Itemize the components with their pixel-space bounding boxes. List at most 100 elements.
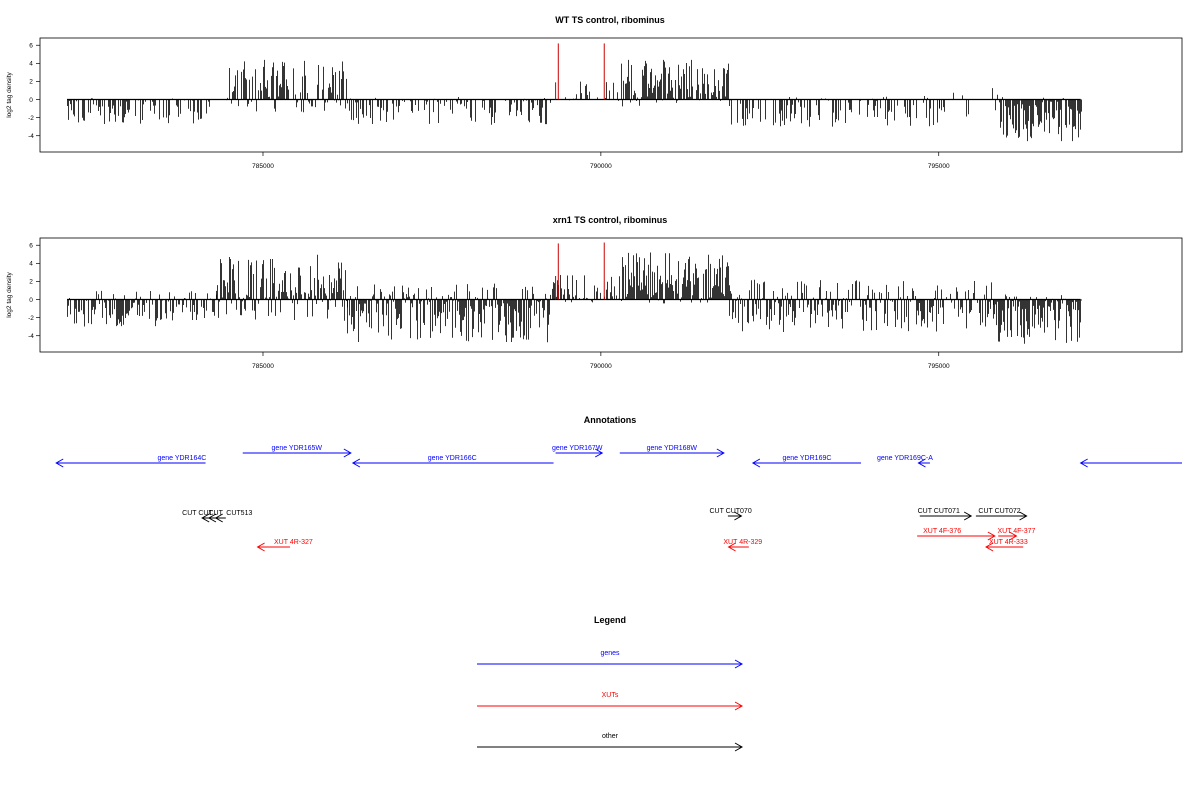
annotation-arrowhead xyxy=(55,458,64,468)
annotation-arrowhead xyxy=(917,458,926,468)
y-tick-label: 2 xyxy=(29,279,33,286)
annotation-xut: XUT 4R-327 xyxy=(256,539,313,552)
xrn1-plot-frame xyxy=(39,237,1183,353)
annotation-label: gene YDR166C xyxy=(428,455,477,462)
y-tick-label: 0 xyxy=(29,297,33,304)
xrn1-chart-title: xrn1 TS control, ribominus xyxy=(553,215,668,225)
annotation-arrowhead xyxy=(987,531,996,541)
annotation-other: CUT CUT070 xyxy=(709,508,752,521)
wt-chart-title: WT TS control, ribominus xyxy=(555,15,665,25)
legend-label: XUTs xyxy=(602,692,619,699)
annotation-gene: gene YDR166C xyxy=(351,455,554,468)
annotation-arrowhead xyxy=(985,542,994,552)
y-tick-label: -2 xyxy=(28,315,34,322)
y-tick-label: 4 xyxy=(29,261,33,268)
annotation-arrowhead xyxy=(201,513,210,523)
annotation-arrowhead xyxy=(963,511,973,521)
annotation-xut: XUT 4F-377 xyxy=(997,528,1036,541)
annotation-label: CUT CUT xyxy=(182,510,213,517)
annotation-arrowhead xyxy=(1009,531,1018,541)
annotation-arrowhead xyxy=(256,542,265,552)
xrn1-y-axis: -4 -2 0 2 4 6 xyxy=(28,243,40,340)
wt-panel: WT TS control, ribominus log2 tag densit… xyxy=(6,15,1183,170)
annotation-label: CUT CUT071 xyxy=(918,508,960,515)
y-tick-label: 6 xyxy=(29,243,33,250)
xrn1-coverage-bars xyxy=(67,242,1082,344)
legend-label: genes xyxy=(600,650,620,657)
annotation-label: XUT 4R-327 xyxy=(274,539,313,546)
annotation-label: CUT CUT070 xyxy=(709,508,751,515)
annotation-other: CUT CUT072 xyxy=(975,508,1028,521)
legend-arrowhead xyxy=(734,701,744,711)
annotation-label: CUT xyxy=(208,510,223,517)
x-tick-label: 795000 xyxy=(928,163,950,170)
y-tick-label: 6 xyxy=(29,43,33,50)
annotation-arrowhead xyxy=(207,513,217,523)
annotation-other: CUT513 xyxy=(214,510,252,523)
annotation-other: CUT CUT071 xyxy=(918,508,973,521)
y-tick-label: 4 xyxy=(29,61,33,68)
annotation-label: XUT 4R-333 xyxy=(989,539,1028,546)
annotation-arrowhead xyxy=(727,542,736,552)
annotation-arrowhead xyxy=(214,513,223,523)
annotation-arrowhead xyxy=(716,448,725,458)
wt-y-axis: -4 -2 0 2 4 6 xyxy=(28,43,40,140)
annotation-label: CUT CUT072 xyxy=(978,508,1020,515)
annotation-features: gene YDR164C gene YDR165W gene YDR166C gene… xyxy=(55,445,1182,552)
xrn1-y-axis-label: log2 tag density xyxy=(6,271,13,317)
y-tick-label: 2 xyxy=(29,79,33,86)
annotation-other: CUT xyxy=(207,510,224,523)
annotation-gene: gene YDR168W xyxy=(619,445,725,458)
legend-entries: genes XUTs other xyxy=(477,650,744,752)
annotation-arrowhead xyxy=(1019,511,1028,521)
legend-panel: Legend genes XUTs other xyxy=(477,615,744,752)
wt-plot-frame xyxy=(39,37,1183,153)
annotation-label: gene YDR167W xyxy=(552,445,603,452)
annotation-gene: gene YDR165W xyxy=(242,445,352,458)
x-tick-label: 785000 xyxy=(252,363,274,370)
wt-y-axis-label: log2 tag density xyxy=(6,71,13,117)
wt-coverage-bars xyxy=(67,43,1082,142)
annotation-arrowhead xyxy=(351,458,361,468)
y-tick-label: -2 xyxy=(28,115,34,122)
annotation-xut: XUT 4R-333 xyxy=(985,539,1028,552)
annotation-label: CUT513 xyxy=(226,510,252,517)
annotation-xut: XUT 4R-329 xyxy=(723,539,762,552)
annotation-gene: gene YDR169C-A xyxy=(877,455,933,468)
annotation-arrowhead xyxy=(734,511,743,521)
annotation-label: gene YDR165W xyxy=(272,445,323,452)
wt-x-axis: 785000 790000 795000 xyxy=(252,152,950,170)
y-tick-label: 0 xyxy=(29,97,33,104)
y-tick-label: -4 xyxy=(28,133,34,140)
x-tick-label: 790000 xyxy=(590,163,612,170)
annotation-arrowhead xyxy=(343,448,352,458)
annotation-label: XUT 4F-377 xyxy=(997,528,1035,535)
annotation-label: gene YDR168W xyxy=(647,445,698,452)
legend-arrowhead xyxy=(734,742,744,752)
legend-label: other xyxy=(602,733,619,740)
annotation-arrowhead xyxy=(594,448,604,458)
legend-entry-other: other xyxy=(477,733,744,752)
x-tick-label: 790000 xyxy=(590,363,612,370)
legend-entry-gene: genes xyxy=(477,650,744,669)
annotation-label: gene YDR169C xyxy=(783,455,832,462)
y-tick-label: -4 xyxy=(28,333,34,340)
annotation-gene: gene YDR167W xyxy=(552,445,604,458)
xrn1-x-axis: 785000 790000 795000 xyxy=(252,352,950,370)
annotation-xut: XUT 4F-376 xyxy=(917,528,996,541)
xrn1-panel: xrn1 TS control, ribominus log2 tag dens… xyxy=(6,215,1183,370)
annotation-label: gene YDR164C xyxy=(157,455,206,462)
legend-entry-xut: XUTs xyxy=(477,692,744,711)
annotations-title: Annotations xyxy=(584,415,637,425)
annotation-label: XUT 4F-376 xyxy=(923,528,961,535)
legend-title: Legend xyxy=(594,615,626,625)
annotation-gene: gene YDR164C xyxy=(55,455,206,468)
annotation-gene: gene YDR169C xyxy=(751,455,862,468)
annotation-label: gene YDR169C-A xyxy=(877,455,933,462)
annotation-gene xyxy=(1079,458,1182,468)
legend-arrowhead xyxy=(734,659,744,669)
x-tick-label: 795000 xyxy=(928,363,950,370)
x-tick-label: 785000 xyxy=(252,163,274,170)
